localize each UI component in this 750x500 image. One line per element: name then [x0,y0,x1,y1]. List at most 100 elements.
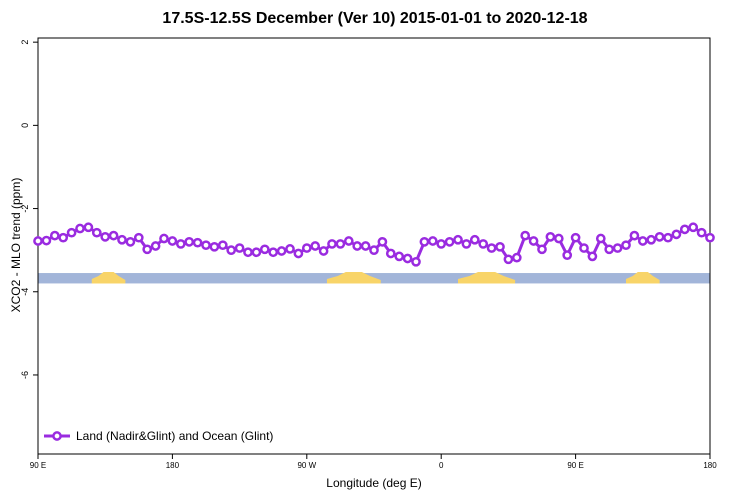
data-point [125,236,136,247]
x-tick-label: 180 [166,461,180,470]
data-point [293,248,304,259]
data-point [663,232,673,243]
data-point [117,234,127,245]
data-point [133,232,144,243]
data-point [679,224,690,235]
x-tick-label: 90 E [30,461,46,470]
x-tick-label: 90 E [567,461,583,470]
x-tick-label: 0 [439,461,444,470]
data-point [276,246,287,256]
data-point [58,232,69,243]
data-point [688,222,699,233]
y-tick-label: -6 [20,371,30,379]
data-point [654,231,665,242]
data-point [528,236,539,246]
data-point [377,236,388,247]
y-tick-label: 2 [20,40,30,45]
data-point [385,248,396,259]
data-point [444,236,455,247]
data-point [175,239,186,249]
data-point [478,239,489,249]
data-point [461,239,472,249]
data-point [360,241,371,251]
data-point [562,250,573,261]
data-point [318,246,329,256]
legend-label: Land (Nadir&Glint) and Ocean (Glint) [76,429,273,443]
data-point [369,245,379,256]
land-segment [326,272,381,284]
data-point [49,230,60,241]
data-point [91,227,102,238]
data-point [301,243,312,253]
data-point [453,234,463,245]
data-point [75,223,85,234]
data-point [243,247,253,258]
land-segment [91,272,126,284]
data-point [150,241,161,251]
data-point [201,240,211,251]
x-tick-label: 180 [703,461,717,470]
data-point [159,233,169,244]
data-point [537,244,547,255]
plot-frame [37,37,711,455]
data-point [100,231,111,242]
land-segment [626,272,660,284]
chart-title: 17.5S-12.5S December (Ver 10) 2015-01-01… [162,10,588,27]
data-point [545,231,556,242]
data-point [646,234,657,245]
legend-marker [52,431,62,441]
x-axis-label: Longitude (deg E) [326,476,422,490]
data-point [696,227,707,238]
data-point [511,252,522,263]
land-segment [458,272,516,284]
data-point [327,239,337,249]
data-point [595,233,606,244]
data-point [83,222,94,233]
y-tick-label: 0 [20,123,30,128]
data-point [234,243,245,253]
data-point [184,236,195,247]
data-point [335,239,346,249]
data-point [553,233,564,244]
data-point [612,243,623,253]
data-point [629,230,640,241]
data-point [671,229,682,240]
data-point [394,251,405,262]
data-point [343,236,354,246]
data-point [427,236,438,246]
data-point [469,234,480,245]
data-point [142,244,153,255]
data-point [167,236,178,246]
data-point [108,230,119,241]
data-point [217,240,228,251]
data-point [310,241,321,251]
data-point [570,232,581,243]
y-tick-label: -4 [20,288,30,296]
data-point [486,243,497,253]
data-point [66,227,77,238]
data-point [285,244,295,254]
data-point [402,253,413,264]
data-point [41,235,52,246]
data-point [411,256,421,267]
data-point [495,241,505,252]
data-point [621,240,631,251]
data-point [33,236,43,246]
data-point [251,247,262,258]
data-point [587,251,598,262]
data-point [268,247,279,258]
data-point [520,230,531,241]
data-point [352,241,363,251]
data-point [436,239,447,249]
data-point [209,241,220,252]
data-point [503,254,514,265]
data-point [637,236,648,246]
data-point [705,232,715,243]
data-point [192,237,203,248]
x-tick-label: 90 W [297,461,316,470]
y-tick-label: -2 [20,205,30,213]
data-point [579,243,589,253]
data-point [226,245,237,256]
data-point [259,244,270,255]
